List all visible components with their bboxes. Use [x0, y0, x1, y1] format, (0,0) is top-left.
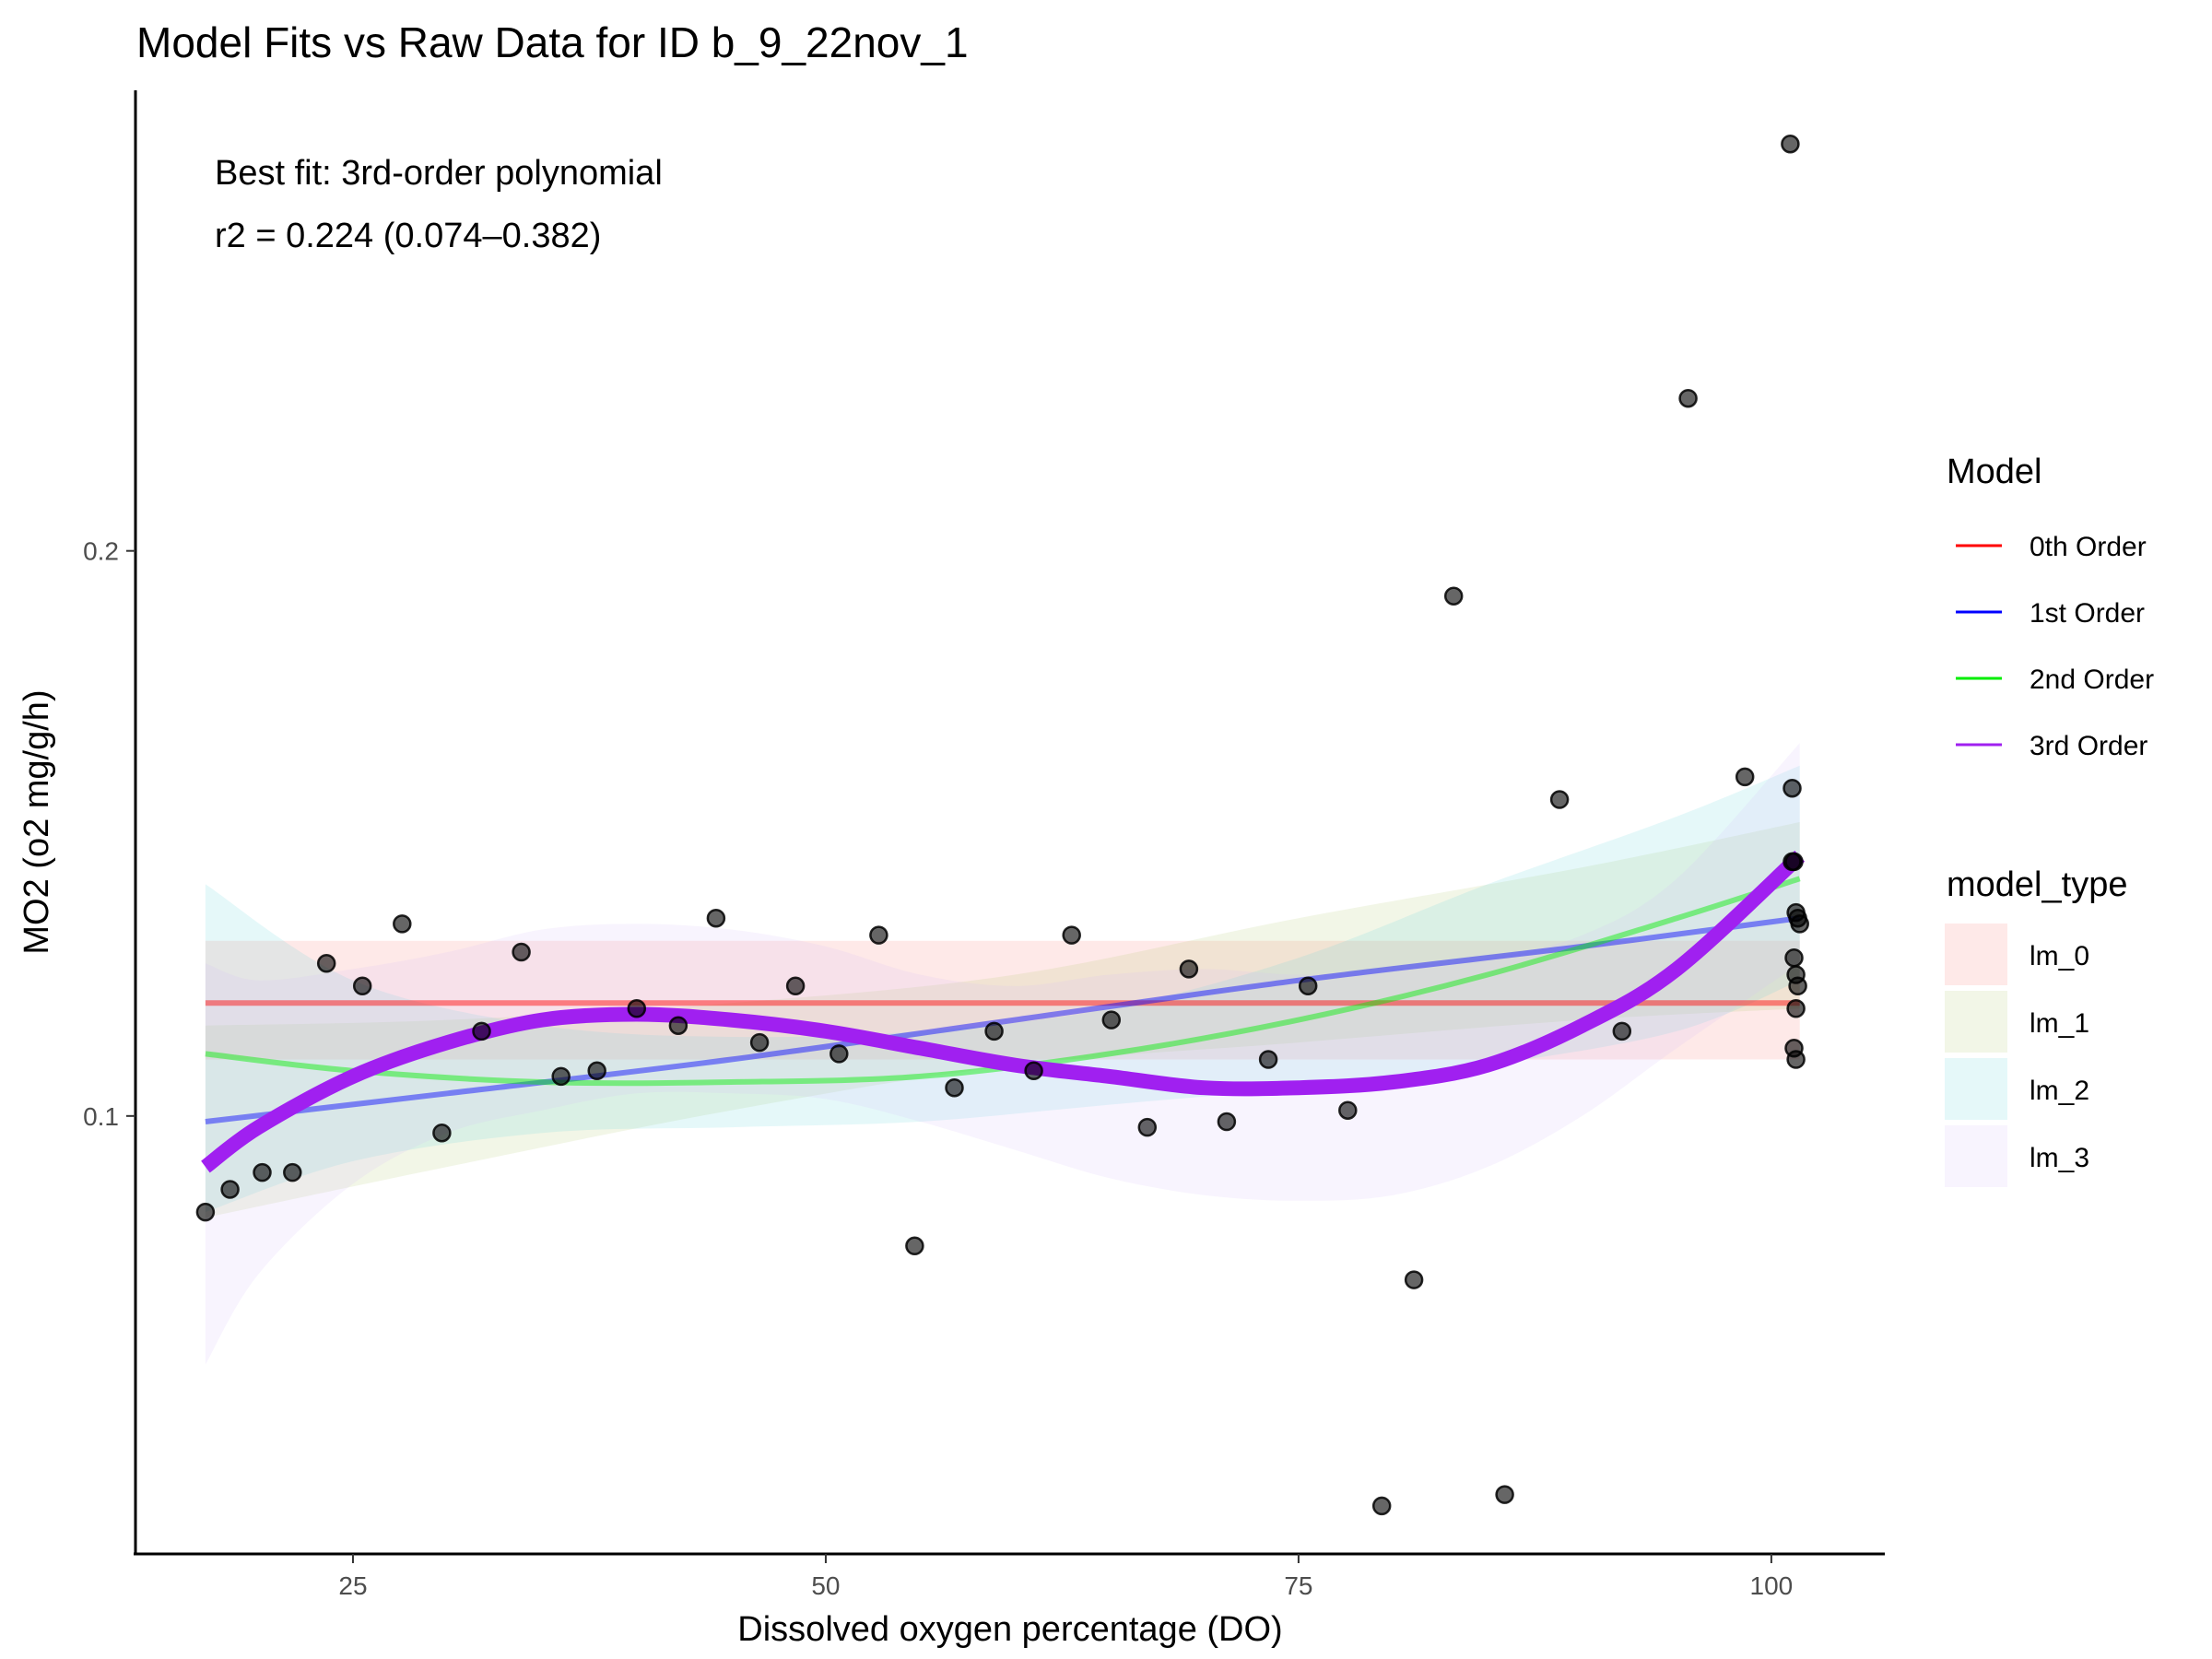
data-point	[1062, 925, 1081, 945]
data-point	[472, 1021, 491, 1041]
data-point	[627, 999, 647, 1018]
legend-title-model: Model	[1947, 453, 2042, 491]
data-point	[1678, 388, 1698, 408]
data-point	[749, 1032, 770, 1053]
confidence-band-lm-2	[205, 765, 1800, 1213]
confidence-band-lm-3	[205, 743, 1800, 1365]
data-point	[432, 1123, 452, 1143]
data-point	[668, 1016, 688, 1035]
data-point	[1338, 1100, 1358, 1120]
data-point	[253, 1162, 272, 1182]
confidence-band-lm-1	[205, 822, 1800, 1218]
legend: Model 0th Order 1st Order 2nd Order 3rd Ord…	[1945, 453, 2154, 1187]
x-tick-label: 100	[1750, 1571, 1794, 1600]
plot-area	[195, 134, 1809, 1516]
legend-label-model-type: lm_3	[2030, 1143, 2089, 1173]
data-point	[587, 1061, 606, 1081]
data-point	[1735, 767, 1755, 787]
x-tick-label: 25	[338, 1571, 367, 1600]
y-tick-label: 0.2	[83, 537, 119, 566]
data-point	[1549, 790, 1570, 809]
data-point	[1404, 1270, 1424, 1289]
data-point	[945, 1077, 964, 1098]
legend-key-swatch	[1945, 991, 2007, 1053]
fit-line-lm-1	[205, 915, 1801, 1124]
data-point	[1786, 999, 1806, 1018]
data-point	[1612, 1021, 1632, 1041]
legend-label-model: 0th Order	[2030, 532, 2147, 562]
data-point	[706, 908, 726, 928]
data-point	[830, 1044, 849, 1064]
data-point	[283, 1162, 302, 1182]
data-point	[1788, 976, 1807, 996]
data-point	[1371, 1496, 1392, 1516]
data-point	[1258, 1050, 1278, 1069]
legend-label-model: 2nd Order	[2030, 665, 2154, 695]
data-point	[1495, 1485, 1514, 1504]
legend-label-model: 3rd Order	[2030, 731, 2147, 761]
data-point	[316, 954, 336, 973]
legend-label-model: 1st Order	[2030, 598, 2145, 629]
legend-key-swatch	[1945, 924, 2007, 985]
fit-lines	[201, 850, 1806, 1173]
data-point	[220, 1180, 240, 1199]
chart-title: Model Fits vs Raw Data for ID b_9_22nov_…	[136, 18, 969, 66]
data-point	[352, 976, 372, 996]
x-axis-title: Dissolved oxygen percentage (DO)	[737, 1610, 1282, 1649]
y-tick-label: 0.1	[83, 1102, 119, 1131]
data-points	[195, 134, 1809, 1516]
confidence-band-lm-0	[205, 940, 1800, 1060]
data-point	[1298, 976, 1318, 996]
legend-key-swatch	[1945, 1058, 2007, 1120]
legend-label-model-type: lm_2	[2030, 1076, 2089, 1106]
data-point	[195, 1202, 216, 1222]
x-tick-label: 50	[811, 1571, 840, 1600]
data-point	[1024, 1061, 1043, 1081]
legend-label-model-type: lm_0	[2030, 941, 2089, 971]
data-point	[1217, 1112, 1237, 1132]
data-point	[1784, 947, 1804, 968]
data-point	[984, 1021, 1004, 1041]
annotation-best-fit: Best fit: 3rd-order polynomial	[215, 154, 663, 193]
annotation-r2: r2 = 0.224 (0.074–0.382)	[215, 217, 601, 255]
legend-label-model-type: lm_1	[2030, 1008, 2089, 1039]
legend-title-model-type: model_type	[1947, 865, 2127, 904]
fit-line-lm-3	[201, 850, 1806, 1173]
x-tick-label: 75	[1284, 1571, 1312, 1600]
data-point	[1784, 852, 1804, 872]
y-axis-ticks: 0.1 0.2	[83, 537, 135, 1131]
legend-key-swatch	[1945, 1125, 2007, 1187]
data-point	[869, 925, 888, 945]
x-axis-ticks: 25 50 75 100	[338, 1554, 1793, 1600]
data-point	[1179, 959, 1199, 979]
data-point	[1783, 778, 1802, 798]
legend-model-type-items: lm_0 lm_1 lm_2 lm_3	[1945, 924, 2089, 1187]
data-point	[1101, 1010, 1122, 1030]
data-point	[551, 1066, 571, 1087]
data-point	[1781, 134, 1800, 154]
data-point	[1790, 914, 1809, 934]
data-point	[512, 942, 531, 962]
legend-model-items: 0th Order 1st Order 2nd Order 3rd Order	[1956, 532, 2154, 761]
confidence-bands	[205, 743, 1800, 1365]
data-point	[1443, 586, 1464, 606]
data-point	[393, 914, 412, 934]
data-point	[1786, 1050, 1806, 1069]
y-axis-title: MO2 (o2 mg/g/h)	[18, 689, 56, 954]
data-point	[785, 976, 806, 996]
data-point	[1137, 1117, 1158, 1137]
data-point	[905, 1236, 924, 1256]
